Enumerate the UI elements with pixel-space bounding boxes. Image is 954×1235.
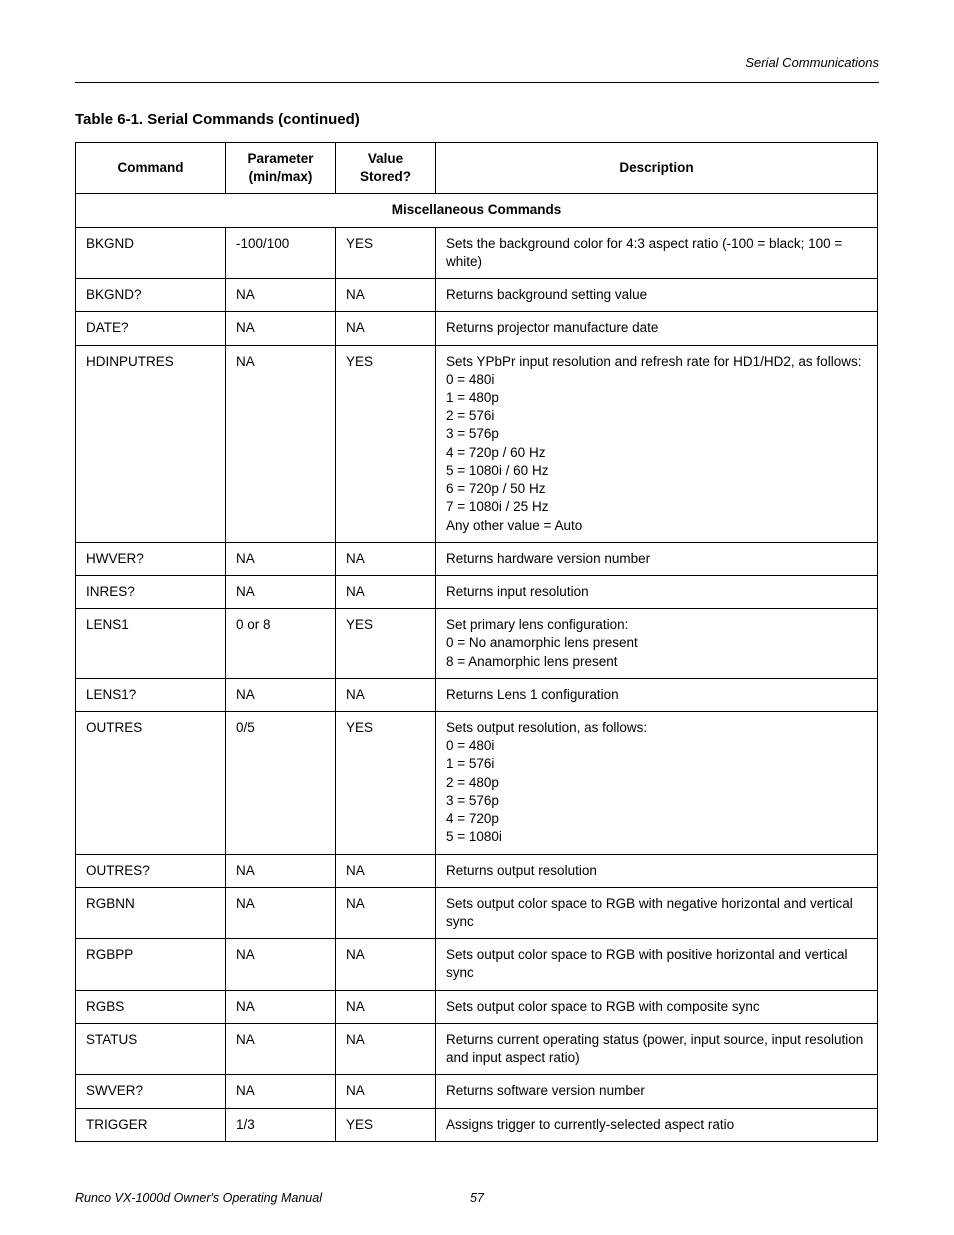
cell-param: 1/3 <box>226 1108 336 1141</box>
table-row: HWVER?NANAReturns hardware version numbe… <box>76 542 878 575</box>
cell-stored: YES <box>336 227 436 278</box>
cell-stored: YES <box>336 609 436 679</box>
cell-param: NA <box>226 279 336 312</box>
cell-desc: Sets output color space to RGB with posi… <box>436 939 878 990</box>
col-param: Parameter (min/max) <box>226 143 336 194</box>
table-row: HDINPUTRESNAYESSets YPbPr input resoluti… <box>76 345 878 542</box>
table-row: RGBSNANASets output color space to RGB w… <box>76 990 878 1023</box>
header-rule <box>75 82 879 83</box>
cell-command: LENS1? <box>76 678 226 711</box>
cell-desc: Returns hardware version number <box>436 542 878 575</box>
cell-param: 0/5 <box>226 712 336 855</box>
table-row: RGBPPNANASets output color space to RGB … <box>76 939 878 990</box>
cell-command: BKGND <box>76 227 226 278</box>
cell-desc: Sets YPbPr input resolution and refresh … <box>436 345 878 542</box>
footer-page-number: 57 <box>470 1191 484 1205</box>
table-header-row: Command Parameter (min/max) Value Stored… <box>76 143 878 194</box>
table-row: TRIGGER1/3YESAssigns trigger to currentl… <box>76 1108 878 1141</box>
cell-param: NA <box>226 990 336 1023</box>
table-title: Table 6-1. Serial Commands (continued) <box>75 111 879 128</box>
cell-command: SWVER? <box>76 1075 226 1108</box>
col-stored: Value Stored? <box>336 143 436 194</box>
cell-stored: YES <box>336 345 436 542</box>
cell-desc: Returns output resolution <box>436 854 878 887</box>
cell-desc: Sets output resolution, as follows: 0 = … <box>436 712 878 855</box>
cell-command: HDINPUTRES <box>76 345 226 542</box>
cell-desc: Sets output color space to RGB with nega… <box>436 887 878 938</box>
cell-param: NA <box>226 575 336 608</box>
section-header-cell: Miscellaneous Commands <box>76 194 878 227</box>
table-row: RGBNNNANASets output color space to RGB … <box>76 887 878 938</box>
cell-command: BKGND? <box>76 279 226 312</box>
table-row: LENS10 or 8YESSet primary lens configura… <box>76 609 878 679</box>
cell-stored: NA <box>336 939 436 990</box>
cell-param: NA <box>226 312 336 345</box>
cell-param: NA <box>226 345 336 542</box>
cell-command: RGBPP <box>76 939 226 990</box>
cell-command: RGBNN <box>76 887 226 938</box>
cell-param: NA <box>226 887 336 938</box>
cell-desc: Set primary lens configuration: 0 = No a… <box>436 609 878 679</box>
table-row: STATUSNANAReturns current operating stat… <box>76 1023 878 1074</box>
cell-command: RGBS <box>76 990 226 1023</box>
cell-stored: YES <box>336 712 436 855</box>
table-row: OUTRES?NANAReturns output resolution <box>76 854 878 887</box>
cell-param: NA <box>226 939 336 990</box>
cell-desc: Returns input resolution <box>436 575 878 608</box>
footer-left: Runco VX-1000d Owner's Operating Manual <box>75 1191 322 1205</box>
table-row: BKGND?NANAReturns background setting val… <box>76 279 878 312</box>
cell-param: NA <box>226 1075 336 1108</box>
cell-stored: NA <box>336 312 436 345</box>
cell-command: STATUS <box>76 1023 226 1074</box>
cell-param: 0 or 8 <box>226 609 336 679</box>
cell-stored: NA <box>336 990 436 1023</box>
cell-desc: Returns projector manufacture date <box>436 312 878 345</box>
col-desc: Description <box>436 143 878 194</box>
table-row: DATE?NANAReturns projector manufacture d… <box>76 312 878 345</box>
cell-stored: NA <box>336 854 436 887</box>
cell-param: NA <box>226 1023 336 1074</box>
table-row: BKGND-100/100YESSets the background colo… <box>76 227 878 278</box>
cell-param: NA <box>226 854 336 887</box>
section-header-row: Miscellaneous Commands <box>76 194 878 227</box>
cell-stored: YES <box>336 1108 436 1141</box>
cell-desc: Returns background setting value <box>436 279 878 312</box>
cell-command: TRIGGER <box>76 1108 226 1141</box>
cell-desc: Returns software version number <box>436 1075 878 1108</box>
cell-command: INRES? <box>76 575 226 608</box>
page-footer: Runco VX-1000d Owner's Operating Manual … <box>75 1191 879 1205</box>
cell-stored: NA <box>336 887 436 938</box>
cell-command: OUTRES <box>76 712 226 855</box>
cell-stored: NA <box>336 575 436 608</box>
cell-param: -100/100 <box>226 227 336 278</box>
cell-command: LENS1 <box>76 609 226 679</box>
cell-desc: Returns Lens 1 configuration <box>436 678 878 711</box>
table-row: OUTRES0/5YESSets output resolution, as f… <box>76 712 878 855</box>
serial-commands-table: Command Parameter (min/max) Value Stored… <box>75 142 878 1142</box>
cell-stored: NA <box>336 678 436 711</box>
cell-stored: NA <box>336 1023 436 1074</box>
cell-desc: Sets the background color for 4:3 aspect… <box>436 227 878 278</box>
table-row: SWVER?NANAReturns software version numbe… <box>76 1075 878 1108</box>
cell-desc: Assigns trigger to currently-selected as… <box>436 1108 878 1141</box>
table-row: INRES?NANAReturns input resolution <box>76 575 878 608</box>
col-command: Command <box>76 143 226 194</box>
cell-stored: NA <box>336 279 436 312</box>
cell-command: DATE? <box>76 312 226 345</box>
cell-stored: NA <box>336 542 436 575</box>
cell-command: HWVER? <box>76 542 226 575</box>
running-header: Serial Communications <box>75 55 879 70</box>
cell-desc: Sets output color space to RGB with comp… <box>436 990 878 1023</box>
cell-command: OUTRES? <box>76 854 226 887</box>
table-row: LENS1?NANAReturns Lens 1 configuration <box>76 678 878 711</box>
cell-param: NA <box>226 678 336 711</box>
cell-param: NA <box>226 542 336 575</box>
cell-desc: Returns current operating status (power,… <box>436 1023 878 1074</box>
cell-stored: NA <box>336 1075 436 1108</box>
